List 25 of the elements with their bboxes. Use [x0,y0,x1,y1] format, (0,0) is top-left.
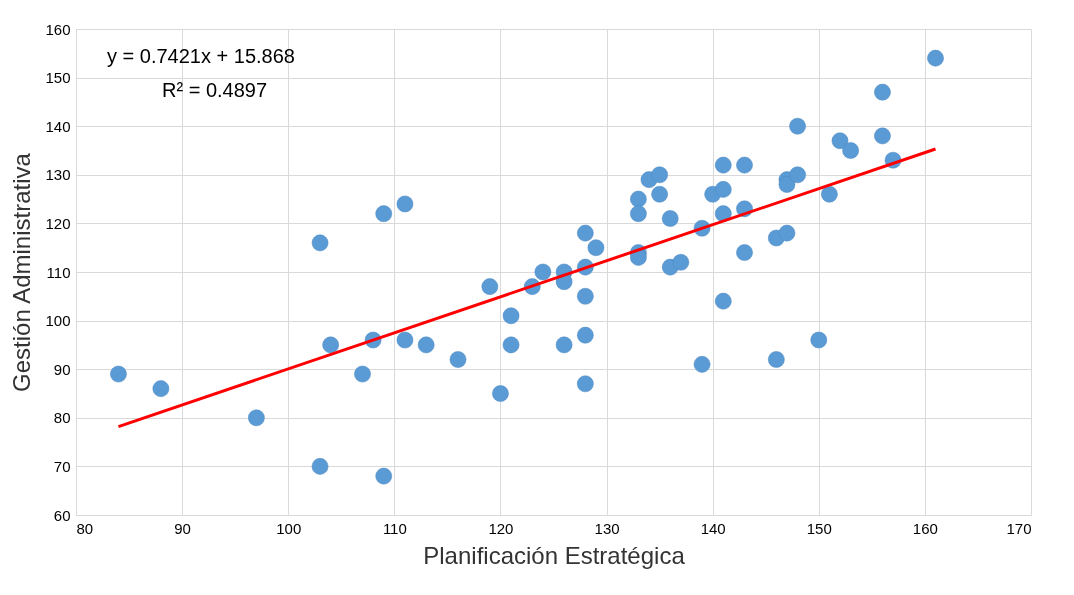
x-tick-label: 100 [276,519,302,537]
y-tick-label: 140 [45,117,71,135]
x-tick-label: 130 [594,519,620,537]
x-tick-label: 170 [1006,519,1032,537]
y-tick-label: 100 [45,312,71,330]
y-tick-label: 90 [53,360,71,378]
y-axis-title: Gestión Administrativa [8,152,36,392]
x-axis-title: Planificación Estratégica [423,541,686,569]
y-tick-label: 110 [46,263,71,281]
x-tick-label: 150 [806,519,832,537]
y-tick-label: 80 [53,409,71,427]
annotation: R² = 0.4897 [162,79,268,101]
x-tick-label: 80 [76,519,94,537]
x-tick-label: 120 [488,519,514,537]
y-tick-label: 120 [45,214,71,232]
x-tick-label: 160 [912,519,938,537]
x-tick-label: 140 [700,519,726,537]
annotation: y = 0.7421x + 15.868 [107,45,295,67]
y-tick-label: 60 [53,506,71,524]
y-tick-label: 130 [45,166,71,184]
x-tick-label: 90 [174,519,191,537]
y-tick-label: 150 [45,69,71,87]
x-tick-label: 110 [382,519,407,537]
y-tick-label: 70 [53,457,71,475]
y-tick-label: 160 [45,20,71,38]
